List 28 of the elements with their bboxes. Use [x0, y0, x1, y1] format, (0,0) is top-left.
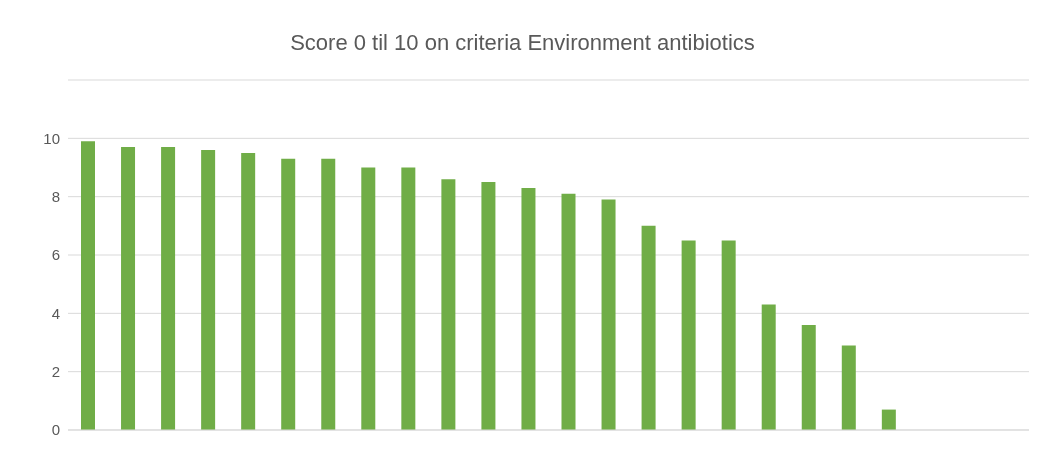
y-tick-label: 8: [51, 187, 60, 205]
bar: [641, 225, 656, 430]
bar: [121, 147, 136, 430]
y-tick-label: 4: [51, 304, 60, 322]
bar: [201, 150, 216, 430]
bar: [761, 304, 776, 430]
y-tick-label: 0: [51, 421, 60, 439]
bar: [161, 147, 176, 430]
bar: [281, 158, 296, 430]
y-tick-label: 6: [51, 246, 60, 264]
bar: [681, 240, 696, 430]
bar: [801, 325, 816, 430]
bar: [721, 240, 736, 430]
chart-title: Score 0 til 10 on criteria Environment antibiotics: [289, 29, 756, 57]
bar: [361, 167, 376, 430]
y-tick-label: 2: [51, 362, 60, 380]
bar: [561, 193, 576, 430]
bar: [601, 199, 616, 430]
bar: [241, 152, 256, 430]
bar: [401, 167, 416, 430]
bar: [441, 179, 456, 430]
bar: [841, 345, 856, 430]
bar: [881, 409, 896, 430]
bar: [321, 158, 336, 430]
bar: [481, 182, 496, 430]
bar: [521, 187, 536, 430]
bar: [81, 141, 95, 430]
y-tick-label: 10: [43, 129, 60, 147]
